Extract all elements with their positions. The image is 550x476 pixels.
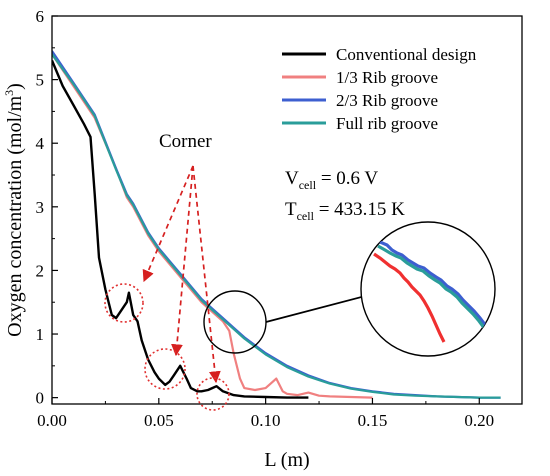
zoom-line-2-3-rib-groove [379, 240, 488, 327]
corner-arrow [171, 165, 194, 357]
y-tick-label: 1 [36, 325, 45, 344]
x-axis: 0.00 0.05 0.10 0.15 0.20 [37, 398, 494, 430]
plot-frame [51, 15, 523, 405]
x-tick-label: 0.00 [37, 411, 67, 430]
corner-label: Corner [159, 131, 212, 152]
corner-arrows [142, 165, 221, 384]
corner-circle [196, 377, 230, 411]
vcell-label: Vcell = 0.6 V [285, 168, 378, 192]
legend-label-conventional-design: Conventional design [336, 45, 477, 64]
corner-circle [144, 348, 186, 390]
series-layer [52, 50, 501, 399]
corner-circles [104, 283, 230, 411]
y-axis-title: Oxygen concentration (mol/m3) [2, 83, 26, 337]
legend-label-full-rib-groove: Full rib groove [336, 114, 438, 133]
x-tick-label: 0.10 [251, 411, 281, 430]
zoom-inset-lines [373, 240, 488, 343]
corner-arrow [192, 165, 221, 384]
x-tick-label: 0.15 [358, 411, 388, 430]
series-line-conventional-design [52, 60, 309, 399]
tcell-label: Tcell = 433.15 K [285, 199, 405, 223]
y-tick-label: 4 [36, 134, 45, 153]
zoom-source-circle [203, 290, 267, 354]
corner-circle [104, 283, 144, 323]
y-axis: 0 1 2 3 4 5 6 [36, 7, 58, 408]
legend-label-2-3-rib-groove: 2/3 Rib groove [336, 91, 438, 110]
y-tick-label: 5 [36, 71, 45, 90]
y-tick-label: 0 [36, 389, 45, 408]
zoom-line-1-3-rib-groove [373, 252, 446, 343]
zoom-line-full-rib-groove [377, 244, 487, 330]
legend-label-1-3-rib-groove: 1/3 Rib groove [336, 68, 438, 87]
zoom-inset [360, 221, 496, 357]
y-tick-label: 6 [36, 7, 45, 26]
legend: Conventional design 1/3 Rib groove 2/3 Rib… [282, 45, 477, 133]
corner-arrow [142, 165, 194, 283]
x-axis-title: L (m) [264, 449, 309, 471]
y-tick-label: 2 [36, 261, 45, 280]
x-tick-label: 0.05 [144, 411, 174, 430]
y-tick-label: 3 [36, 198, 45, 217]
series-line-full-rib-groove [52, 53, 501, 399]
x-tick-label: 0.20 [464, 411, 494, 430]
